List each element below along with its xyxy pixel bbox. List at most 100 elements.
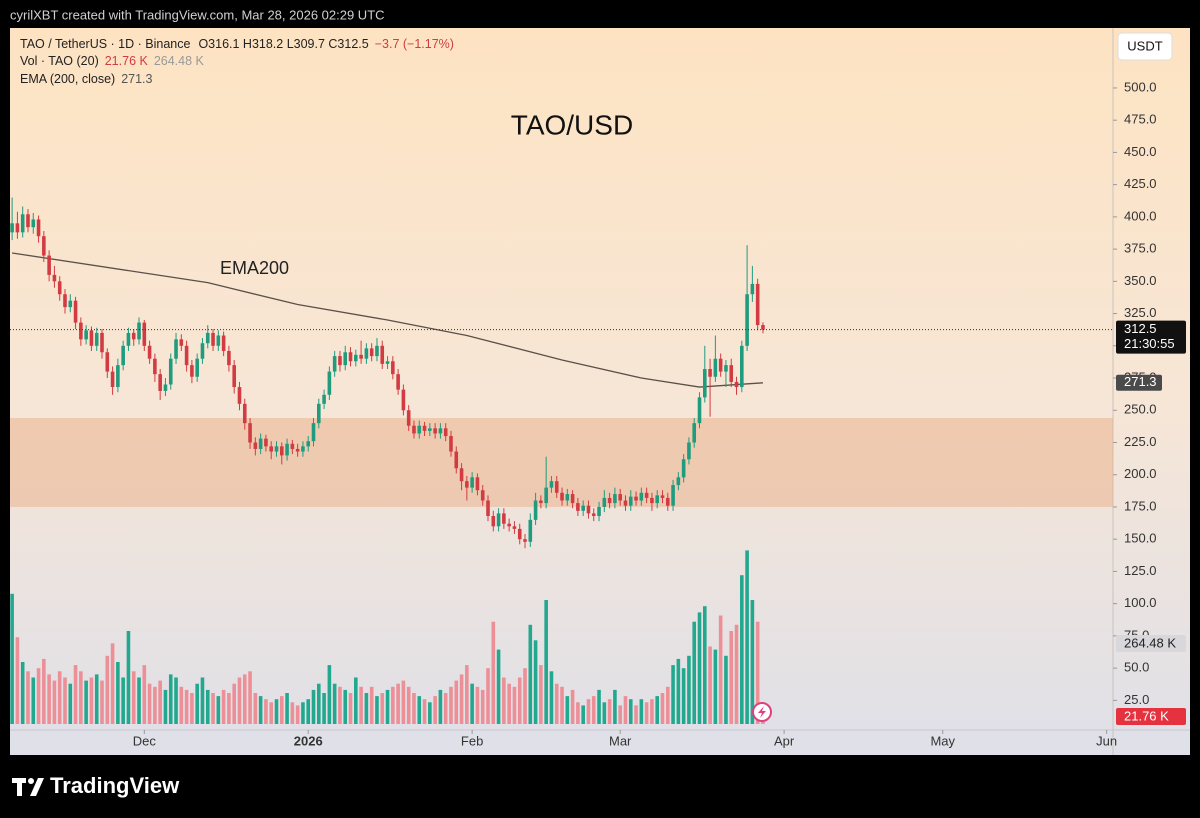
candle-body <box>126 332 131 346</box>
logo-slash <box>30 778 44 796</box>
y-tick-label: 225.0 <box>1124 434 1157 449</box>
candle-body <box>412 425 416 434</box>
candle-body <box>655 495 660 504</box>
volume-bar <box>274 699 279 724</box>
vol-last: 21.76 K <box>105 54 149 68</box>
volume-bar <box>306 699 311 724</box>
candle-body <box>438 428 443 434</box>
candle-body <box>290 443 295 449</box>
volume-bar <box>618 705 622 724</box>
candle-body <box>539 500 543 504</box>
y-tick-label: 375.0 <box>1124 241 1157 256</box>
volume-bar <box>512 686 517 724</box>
y-tick-label: 250.0 <box>1124 402 1157 417</box>
zone <box>10 418 1113 507</box>
volume-bar <box>459 674 464 724</box>
candle-body <box>702 369 707 398</box>
candle-body <box>190 365 194 377</box>
volume-bar <box>110 643 115 724</box>
volume-bar <box>279 696 284 724</box>
candle-body <box>211 332 215 346</box>
volume-bar <box>502 677 506 724</box>
candle-body <box>42 236 46 256</box>
candle-body <box>623 500 628 506</box>
candle-body <box>496 513 501 527</box>
volume-bar <box>422 699 427 724</box>
candle-body <box>100 332 104 353</box>
volume-bar <box>89 677 94 724</box>
candle-body <box>454 451 459 469</box>
x-tick-label: May <box>930 733 955 748</box>
volume-bar <box>581 705 585 724</box>
volume-bar <box>364 693 369 724</box>
volume-bar <box>285 693 289 724</box>
candle-body <box>26 214 30 228</box>
volume-bar <box>724 655 728 724</box>
currency-button[interactable] <box>1117 32 1173 61</box>
currency[interactable]: USDT <box>1127 38 1162 53</box>
candle-body <box>734 381 739 388</box>
candle-body <box>36 219 41 237</box>
candle-body <box>142 322 147 346</box>
volume-bar <box>343 689 348 724</box>
volume-bar <box>322 693 326 724</box>
volume-bar <box>105 655 110 724</box>
candle-body <box>613 494 617 504</box>
volume-bar <box>681 668 686 724</box>
volume-bar <box>428 702 432 724</box>
candle-body <box>131 332 136 340</box>
candle-body <box>306 441 311 447</box>
candle-body <box>581 505 585 511</box>
candle-body <box>15 223 20 233</box>
candle-body <box>422 425 427 431</box>
candle-body <box>163 384 168 391</box>
volume-bar <box>613 689 617 724</box>
y-tick-label: 200.0 <box>1124 466 1157 481</box>
volume-bar <box>396 683 400 724</box>
volume-bar <box>634 705 638 724</box>
y-tick-label: 325.0 <box>1124 305 1157 320</box>
candle-body <box>607 497 612 504</box>
volume-bar <box>401 680 406 724</box>
y-tick-label: 400.0 <box>1124 208 1157 223</box>
volume-bar <box>570 689 575 724</box>
volume-bar <box>216 696 221 724</box>
volume-bar <box>480 689 485 724</box>
candle-body <box>470 477 474 488</box>
candle-body <box>443 428 448 437</box>
candle-body <box>153 358 157 375</box>
candle-body <box>184 345 189 366</box>
candle-body <box>724 365 728 372</box>
candle-body <box>480 490 485 501</box>
candle-body <box>179 339 184 346</box>
y-tick-label: 50.0 <box>1124 660 1149 675</box>
candle-body <box>295 448 300 452</box>
volume-bar <box>15 637 20 724</box>
candle-body <box>216 335 221 346</box>
volume-bar <box>137 677 141 724</box>
vol-last-label: 21.76 K <box>1124 708 1169 723</box>
volume-bar <box>179 686 184 724</box>
volume-bar <box>126 631 131 724</box>
y-tick-label: 475.0 <box>1124 112 1157 127</box>
candle-body <box>718 358 723 372</box>
candle-body <box>391 361 395 375</box>
candle-body <box>168 358 173 385</box>
volume-bar <box>31 677 36 724</box>
x-tick-label: 2026 <box>294 733 323 748</box>
volume-bar <box>258 696 263 724</box>
candle-body <box>285 443 289 456</box>
x-tick-label: Apr <box>774 733 795 748</box>
volume-bar <box>332 683 337 724</box>
candle-body <box>327 371 332 395</box>
candle-body <box>227 350 231 366</box>
y-tick-label: 25.0 <box>1124 692 1149 707</box>
volume-bar <box>586 699 591 724</box>
candle-body <box>89 330 94 346</box>
volume-bar <box>745 550 749 724</box>
candle-body <box>517 528 522 540</box>
candle-body <box>322 394 326 404</box>
volume-bar <box>47 674 51 724</box>
volume-bar <box>517 677 522 724</box>
volume-bar <box>301 702 305 724</box>
